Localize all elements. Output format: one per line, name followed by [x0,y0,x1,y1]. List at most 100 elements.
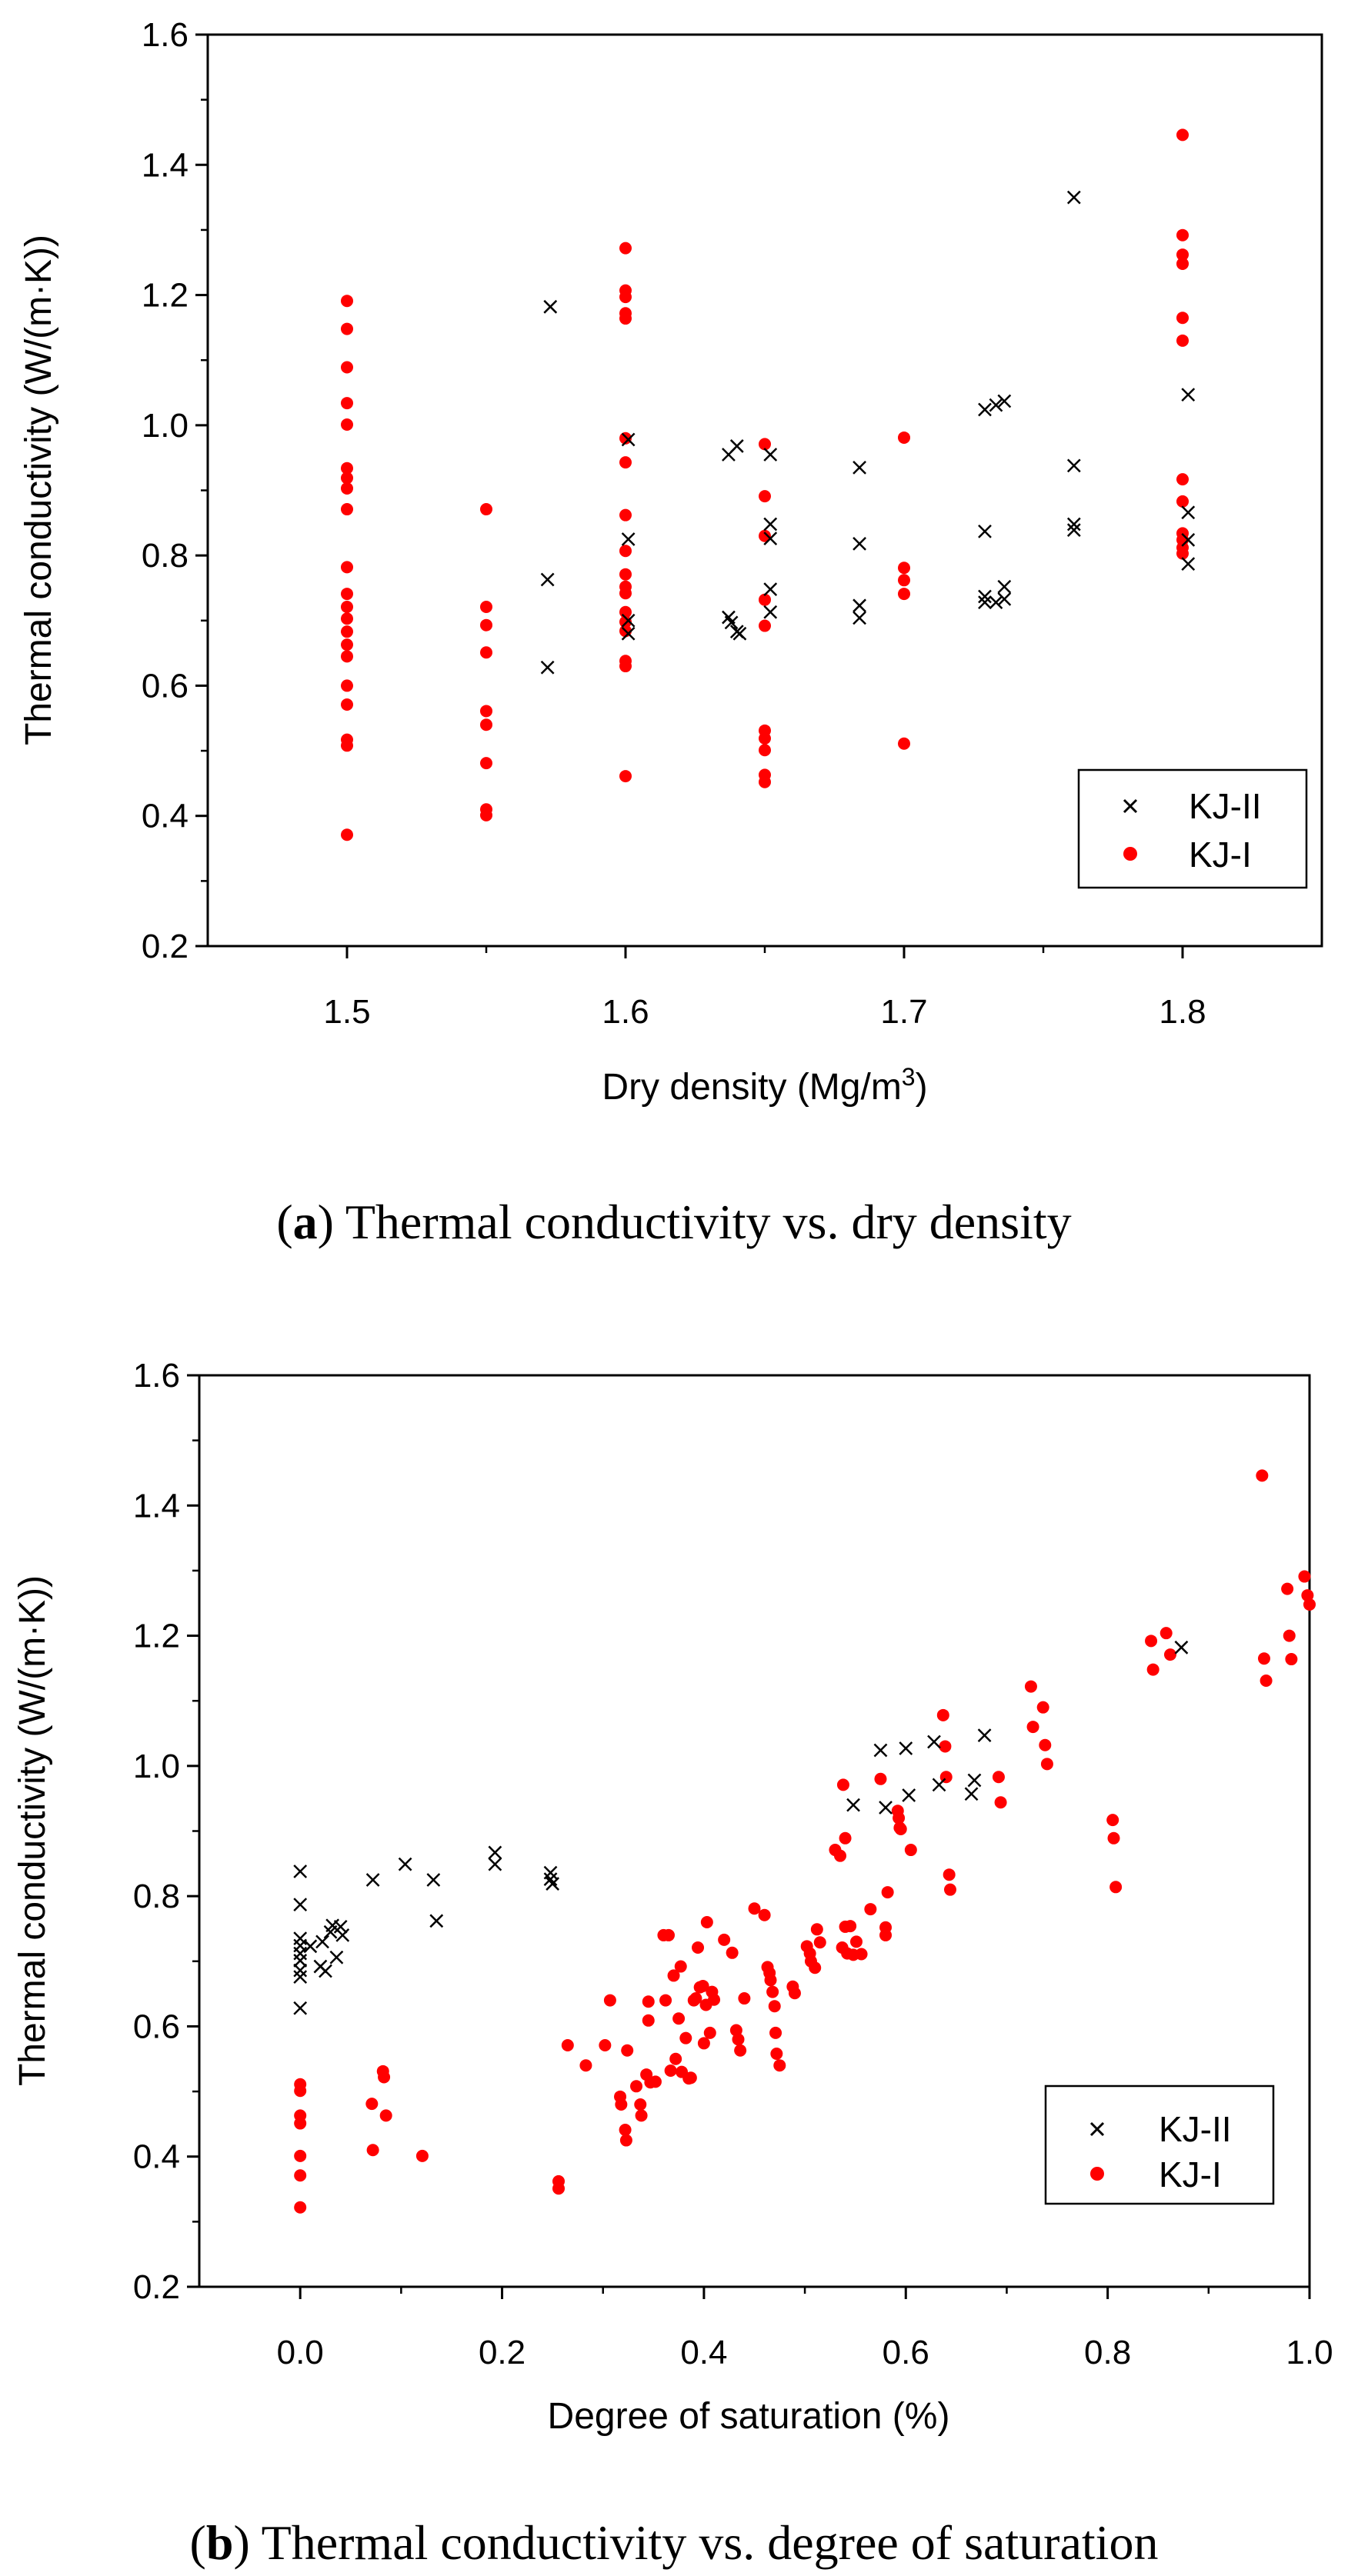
chart-a-kj1-point [341,561,353,574]
chart-a-kj2-point [763,532,778,546]
chart-a-kj1-point [341,679,353,692]
chart-b-kj1-point [642,2014,655,2027]
chart-a-kj2-point [989,398,1003,412]
chart-b-kj1-point [864,1903,877,1916]
chart-b-kj1-point [734,2044,747,2057]
chart-b-kj1-point [1024,1680,1037,1693]
chart-b-kj2-point [899,1741,913,1755]
chart-a-legend-kj2-marker [1123,798,1138,814]
chart-b-kj1-point [630,2080,643,2093]
chart-b-kj1-point [769,2026,782,2039]
chart-b-kj1-point [943,1868,956,1881]
chart-a-kj1-point [341,397,353,410]
chart-b-kj1-point [1260,1674,1273,1687]
chart-a-kj1-point [1176,547,1189,560]
chart-a-kj1-point [1176,248,1189,262]
chart-a-kj1-point [759,775,771,788]
chart-a-kj2-point [1066,190,1081,205]
chart-b-y-tick-label: 1.4 [133,1487,180,1525]
chart-a-kj2-point [978,589,992,604]
chart-a-kj2-point [621,432,636,447]
chart-a-kj1-point [619,770,632,783]
chart-b-kj2-point [293,1931,308,1946]
chart-b-kj1-point [726,1946,739,1959]
chart-b-kj1-point [689,1992,702,2005]
chart-a-y-tick-label: 0.2 [142,928,189,965]
chart-b-kj1-point [649,2075,662,2088]
chart-b-kj1-point [700,1916,713,1928]
chart-b-kj1-point [579,2059,592,2072]
chart-a-kj2-point [853,537,866,551]
chart-b-kj1-point [1040,1758,1053,1771]
chart-a-kj1-point [480,808,492,821]
chart-b-kj1-point [603,1994,616,2007]
chart-b-y-tick-label: 1.2 [133,1618,180,1655]
chart-b-y-tick-label: 0.6 [133,2008,180,2045]
chart-b-kj2-point [315,1934,329,1949]
chart-b-kj1-point [738,1992,751,2005]
chart-b-y-ticks: 0.2 0.4 0.6 0.8 1.0 1.2 1.4 1.6 [133,1357,199,2306]
chart-b-kj2-point [846,1798,860,1812]
chart-b-kj1-point [732,2033,745,2046]
chart-b-kj2-point [927,1735,941,1749]
chart-b-kj1-point [839,1831,852,1845]
chart-a-kj1-point [341,601,353,614]
chart-a-kj1-point [341,418,353,432]
chart-a-kj2-point [621,613,636,628]
chart-b-kj1-point [294,2169,307,2182]
chart-a-kj1-point [619,545,632,558]
chart-a-legend: KJ-II KJ-I [1077,768,1308,889]
chart-b-kj1-point [1106,1814,1119,1827]
chart-b-kj1-point [836,1778,849,1791]
chart-a-kj1-point [898,562,910,575]
chart-b-kj2-point [873,1743,888,1758]
chart-b-kj1-point [879,1928,893,1941]
chart-a-y-tick-label: 0.8 [142,537,189,575]
chart-b-kj2-point [967,1773,982,1788]
chart-a-y-tick-label: 0.6 [142,667,189,705]
chart-a-kj2-point [997,394,1012,408]
chart-b-kj1-point [849,1935,863,1948]
chart-b-kj1-point [766,1985,779,1998]
chart-b-x-tick-label: 0.8 [1084,2334,1131,2371]
chart-a-y-tick-label: 1.0 [142,407,189,445]
chart-a-kj2-point [1181,505,1196,520]
chart-b-legend-kj2-label: KJ-II [1159,2109,1232,2149]
chart-a-kj2-point [763,448,778,462]
chart-b-kj2-point [543,1865,558,1880]
chart-b-kj1-point [634,2098,647,2111]
chart-b-kj1-point [1163,1648,1176,1661]
chart-a-kj1-point [1176,495,1189,508]
chart-a-y-tick-label: 0.4 [142,798,189,835]
chart-b-kj1-point [764,1974,777,1987]
chart-a-kj1-point [341,625,353,638]
chart-a-kj2-point [621,626,636,641]
chart-a-thermal-vs-dry-density: 1.5 1.6 1.7 1.8 0.2 0.4 0.6 0.8 1.0 1.2 1.4 1.6 Th… [18,16,1323,1249]
chart-b-kj2-point [879,1801,893,1815]
chart-b-y-axis-label: Thermal conductivity (W/(m·K)) [12,1575,53,2086]
chart-b-kj1-point [1036,1701,1049,1714]
chart-a-kj1-point [619,568,632,581]
chart-a-kj1-point [759,593,771,606]
chart-b-kj1-point [642,1995,655,2008]
chart-a-kj1-point [341,503,353,516]
chart-a-kj2-point [763,582,778,597]
chart-b-kj2-point [488,1845,502,1860]
chart-b-thermal-vs-saturation: 0.0 0.2 0.4 0.6 0.8 1.0 0.2 0.4 0.6 0.8 1.0 1.2 1.4… [12,1357,1333,2570]
chart-a-kj1-point [619,432,632,445]
chart-a-kj1-point [341,482,353,495]
chart-b-kj1-point [894,1822,907,1835]
chart-a-x-axis-label: Dry density (Mg/m3) [602,1063,927,1108]
chart-a-kj2-point [1066,458,1081,473]
chart-b-caption: (b) Thermal conductivity vs. degree of s… [190,2515,1159,2570]
chart-b-x-tick-label: 0.6 [883,2334,929,2371]
chart-b-kj1-point [365,2098,379,2111]
chart-b-kj1-point [294,2201,307,2214]
chart-a-kj2-point [724,615,739,630]
chart-a-kj2-point [853,460,866,475]
chart-b-kj1-point [1039,1738,1052,1751]
chart-a-kj1-point [341,698,353,711]
chart-a-kj2-point [543,299,558,314]
chart-a-caption: (a) Thermal conductivity vs. dry density [276,1195,1071,1249]
